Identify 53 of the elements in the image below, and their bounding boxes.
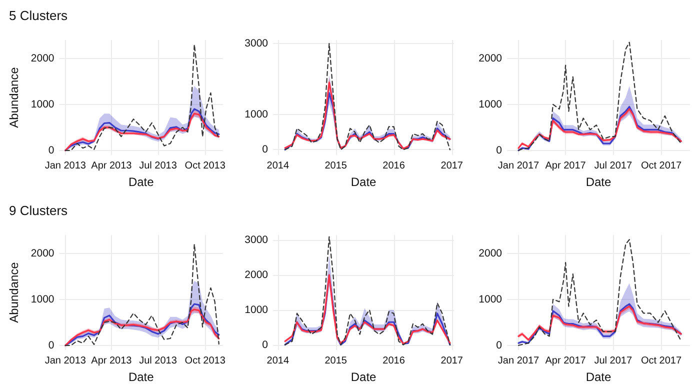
x-tick-label: Apr 2013 — [91, 356, 132, 366]
x-tick-label: Jan 2013 — [44, 160, 86, 172]
x-tick-label: Oct 2013 — [184, 160, 226, 172]
x-tick-label: Oct 2017 — [640, 160, 682, 172]
x-axis-title: Date — [128, 370, 154, 384]
x-tick-label: Jul 2017 — [594, 356, 632, 366]
y-tick-label: 0 — [496, 144, 502, 156]
x-tick-label: Jul 2013 — [139, 356, 178, 366]
x-tick-label: Jan 2013 — [44, 356, 86, 366]
x-tick-label: 2016 — [382, 356, 406, 366]
y-tick-label: 0 — [496, 339, 502, 352]
x-tick-label: 2017 — [441, 160, 464, 172]
y-tick-label: 0 — [48, 339, 54, 352]
y-tick-label: 1000 — [30, 98, 54, 110]
y-tick-label: 0 — [48, 144, 54, 156]
y-tick-label: 2000 — [478, 247, 502, 260]
y-axis-title: Abundance — [7, 66, 21, 128]
x-tick-label: Oct 2017 — [640, 356, 682, 366]
y-tick-label: 2000 — [478, 52, 502, 64]
x-tick-label: Jan 2017 — [498, 160, 540, 172]
x-tick-label: 2017 — [441, 356, 464, 366]
x-tick-label: Jul 2013 — [139, 160, 178, 172]
y-tick-label: 3000 — [244, 38, 268, 50]
x-tick-label: 2015 — [325, 160, 348, 172]
y-tick-label: 0 — [262, 144, 268, 156]
x-tick-label: Jul 2017 — [594, 160, 632, 172]
y-tick-label: 1000 — [244, 304, 268, 316]
x-tick-label: Apr 2017 — [544, 160, 586, 172]
y-tick-label: 1000 — [478, 293, 502, 306]
y-tick-label: 2000 — [30, 247, 54, 260]
y-axis-title: Abundance — [7, 262, 21, 323]
y-tick-label: 2000 — [244, 269, 268, 282]
x-axis-title: Date — [128, 174, 154, 189]
x-axis-title: Date — [585, 370, 612, 384]
x-axis-title: Date — [351, 174, 377, 189]
x-tick-label: Jan 2017 — [498, 356, 540, 366]
chart-title: 5 Clusters — [9, 8, 68, 23]
y-tick-label: 1000 — [30, 293, 54, 306]
x-tick-label: Apr 2013 — [91, 160, 132, 172]
chart-title: 9 Clusters — [9, 203, 68, 218]
x-tick-label: 2015 — [325, 356, 348, 366]
x-tick-label: 2014 — [267, 160, 290, 172]
x-tick-label: Oct 2013 — [184, 356, 226, 366]
y-tick-label: 3000 — [244, 234, 268, 246]
y-tick-label: 1000 — [244, 108, 268, 120]
x-axis-title: Date — [351, 370, 377, 384]
x-tick-label: Apr 2017 — [544, 356, 586, 366]
x-tick-label: 2016 — [382, 160, 406, 172]
y-tick-label: 2000 — [30, 52, 54, 64]
y-tick-label: 1000 — [478, 98, 502, 110]
y-tick-label: 0 — [262, 338, 268, 351]
x-axis-title: Date — [585, 174, 612, 189]
x-tick-label: 2014 — [267, 356, 290, 366]
